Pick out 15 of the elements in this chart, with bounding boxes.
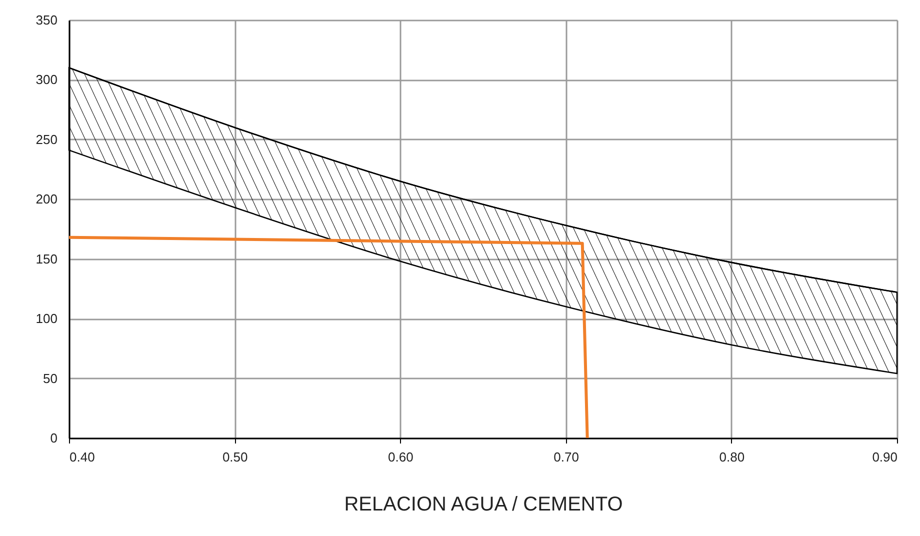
y-tick-label: 100 — [36, 311, 58, 326]
x-tick-label: 0.60 — [388, 450, 414, 464]
y-tick-label: 0 — [50, 430, 58, 446]
y-tick-label: 300 — [36, 72, 58, 88]
x-tick-label: 0.80 — [719, 450, 745, 464]
y-tick-label: 250 — [36, 132, 58, 147]
y-tick-label: 150 — [36, 251, 58, 266]
y-tick-label: 50 — [43, 370, 58, 386]
y-tick-label: 350 — [36, 12, 58, 28]
x-axis-title: RELACION AGUA / CEMENTO — [344, 494, 623, 516]
y-tick-label: 200 — [36, 192, 58, 207]
x-tick-label: 0.70 — [554, 450, 579, 464]
x-tick-label: 0.50 — [222, 450, 248, 464]
x-tick-label: 0.90 — [872, 450, 898, 464]
x-tick-label: 0.40 — [70, 450, 95, 464]
